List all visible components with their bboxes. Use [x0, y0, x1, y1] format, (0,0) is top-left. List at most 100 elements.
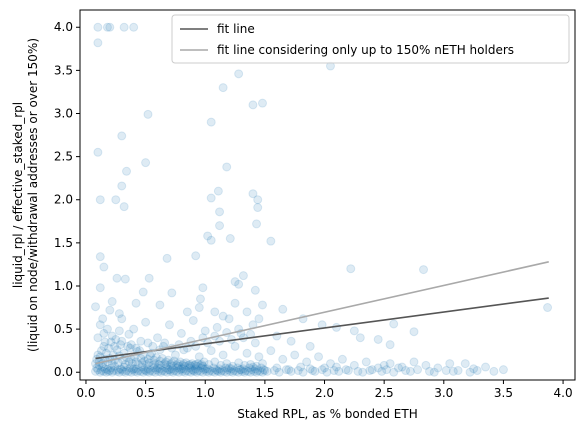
scatter-point	[325, 359, 335, 369]
scatter-point	[191, 341, 201, 351]
scatter-point	[142, 359, 152, 369]
scatter-point	[168, 361, 178, 371]
scatter-point	[155, 356, 165, 366]
scatter-point	[192, 367, 202, 377]
scatter-point	[274, 367, 284, 377]
scatter-point	[123, 341, 133, 351]
scatter-point	[250, 364, 260, 374]
scatter-point	[191, 359, 201, 369]
scatter-point	[218, 83, 228, 93]
scatter-point	[361, 357, 371, 367]
scatter-point	[252, 361, 262, 371]
scatter-point	[95, 367, 105, 377]
plot-frame	[79, 9, 576, 381]
scatter-point	[106, 363, 116, 373]
scatter-point	[217, 366, 227, 376]
scatter-point	[373, 334, 383, 344]
scatter-point	[180, 361, 190, 371]
scatter-point	[230, 298, 240, 308]
scatter-point	[160, 366, 170, 376]
scatter-point	[102, 22, 112, 32]
scatter-point	[99, 341, 109, 351]
x-tick-label: 4.0	[554, 386, 573, 400]
scatter-point	[397, 362, 407, 372]
scatter-point	[266, 346, 276, 356]
scatter-point	[393, 363, 403, 373]
scatter-point	[167, 364, 177, 374]
y-tick-label: 3.5	[54, 63, 73, 77]
scatter-point	[249, 366, 259, 376]
scatter-point	[141, 317, 151, 327]
scatter-point	[173, 359, 183, 369]
scatter-point	[174, 367, 184, 377]
scatter-point	[215, 221, 225, 231]
scatter-point	[207, 366, 217, 376]
scatter-point	[149, 363, 159, 373]
scatter-point	[118, 366, 128, 376]
scatter-point	[129, 364, 139, 374]
scatter-point	[236, 365, 246, 375]
scatter-point	[166, 359, 176, 369]
scatter-point	[120, 274, 130, 284]
scatter-point	[195, 294, 205, 304]
scatter-point	[105, 366, 115, 376]
scatter-point	[124, 329, 134, 339]
scatter-point	[108, 366, 118, 376]
fit-lines	[95, 261, 549, 365]
scatter-point	[465, 367, 475, 377]
scatter-point	[110, 361, 120, 371]
scatter-point	[262, 366, 272, 376]
scatter-point	[322, 367, 332, 377]
scatter-point	[242, 348, 252, 358]
scatter-point	[290, 350, 300, 360]
x-tick-label: 1.0	[196, 386, 215, 400]
scatter-point	[225, 366, 235, 376]
scatter-point	[215, 364, 225, 374]
scatter-point	[201, 366, 211, 376]
scatter-point	[153, 333, 163, 343]
scatter-point	[117, 314, 127, 324]
scatter-point	[248, 362, 258, 372]
scatter-point	[401, 366, 411, 376]
scatter-point	[139, 356, 149, 366]
scatter-point	[489, 366, 499, 376]
scatter-point	[102, 324, 112, 334]
scatter-point	[93, 333, 103, 343]
scatter-point	[187, 359, 197, 369]
scatter-point	[169, 366, 179, 376]
scatter-point	[259, 365, 269, 375]
scatter-point	[114, 326, 124, 336]
scatter-point	[167, 358, 177, 368]
scatter-point	[246, 359, 256, 369]
scatter-point	[238, 364, 248, 374]
scatter-point	[269, 366, 279, 376]
scatter-point	[187, 365, 197, 375]
scatter-point	[95, 283, 105, 293]
scatter-point	[232, 363, 242, 373]
scatter-point	[188, 366, 198, 376]
scatter-point	[253, 366, 263, 376]
scatter-point	[99, 328, 109, 338]
scatter-point	[127, 365, 137, 375]
scatter-point	[223, 365, 233, 375]
scatter-point	[95, 252, 105, 262]
scatter-point	[106, 337, 116, 347]
x-tick-label: 0.0	[76, 386, 95, 400]
scatter-point	[181, 358, 191, 368]
scatter-point	[143, 338, 153, 348]
scatter-point	[260, 366, 270, 376]
scatter-point	[117, 365, 127, 375]
scatter-point	[341, 365, 351, 375]
scatter-point	[122, 166, 132, 176]
scatter-point	[252, 219, 262, 229]
scatter-point	[163, 355, 173, 365]
scatter-point	[162, 367, 172, 377]
scatter-point	[95, 195, 105, 205]
legend-label-fit-line: fit line	[217, 22, 255, 36]
scatter-point	[107, 367, 117, 377]
scatter-point	[144, 367, 154, 377]
scatter-point	[228, 367, 238, 377]
scatter-point	[222, 359, 232, 369]
scatter-point	[211, 365, 221, 375]
scatter-point	[144, 273, 154, 283]
